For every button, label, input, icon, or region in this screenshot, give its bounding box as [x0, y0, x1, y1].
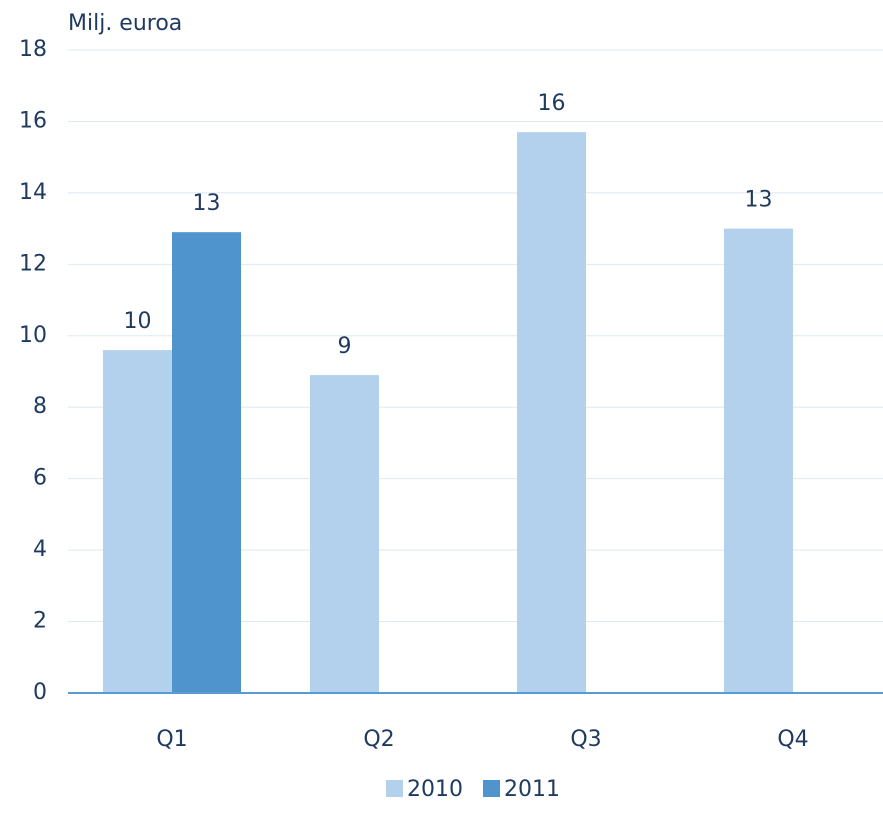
axis-unit-label: Milj. euroa — [68, 11, 182, 36]
y-tick-label: 6 — [33, 466, 47, 491]
x-tick-label: Q3 — [570, 727, 601, 752]
y-tick-label: 4 — [33, 537, 47, 562]
bar — [103, 350, 172, 693]
y-tick-label: 18 — [19, 37, 47, 62]
legend-label: 2011 — [504, 777, 560, 802]
bar — [724, 228, 793, 693]
y-tick-label: 2 — [33, 609, 47, 634]
bar — [172, 232, 241, 693]
data-label: 13 — [193, 191, 221, 216]
data-label: 9 — [338, 334, 352, 359]
bar — [517, 132, 586, 693]
x-tick-label: Q1 — [156, 727, 187, 752]
legend-label: 2010 — [407, 777, 463, 802]
data-label: 13 — [745, 188, 773, 213]
y-tick-label: 12 — [19, 251, 47, 276]
y-tick-label: 14 — [19, 180, 47, 205]
x-tick-label: Q4 — [777, 727, 808, 752]
data-label: 16 — [538, 91, 566, 116]
legend-swatch — [483, 780, 500, 797]
bar — [310, 375, 379, 693]
data-label: 10 — [124, 309, 152, 334]
y-tick-label: 0 — [33, 680, 47, 705]
y-tick-label: 10 — [19, 323, 47, 348]
y-tick-label: 8 — [33, 394, 47, 419]
x-tick-label: Q2 — [363, 727, 394, 752]
legend-swatch — [386, 780, 403, 797]
y-tick-label: 16 — [19, 108, 47, 133]
